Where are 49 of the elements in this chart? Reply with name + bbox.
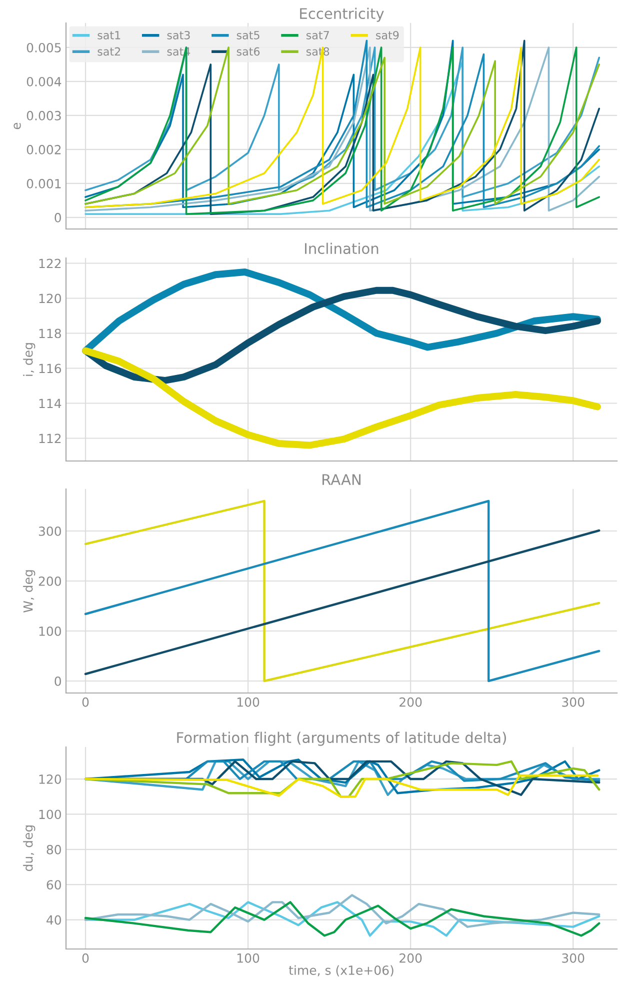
x-axis-title: time, s (x1e+06) <box>288 965 394 976</box>
chart-title: Formation flight (arguments of latitude delta) <box>177 732 506 746</box>
y-tick-label: 118 <box>39 328 61 338</box>
line-series <box>84 901 600 937</box>
x-tick-label: 0 <box>82 697 89 707</box>
x-tick-label: 200 <box>400 953 422 963</box>
y-tick-label: 100 <box>39 810 62 820</box>
y-tick-label: 0 <box>54 676 62 686</box>
legend-label: sat2 <box>98 47 120 56</box>
y-tick-label: 0.002 <box>26 144 61 154</box>
chart-title: Eccentricity <box>300 8 384 22</box>
y-tick-label: 112 <box>39 434 61 443</box>
y-tick-label: 100 <box>39 626 62 636</box>
y-tick-label: 0 <box>54 212 62 222</box>
y-tick-label: 40 <box>46 915 62 925</box>
y-tick-label: 120 <box>39 774 62 784</box>
y-axis-title: W, deg <box>23 570 36 613</box>
y-tick-label: 0.003 <box>26 110 61 120</box>
x-tick-label: 200 <box>400 697 422 707</box>
chart-title: Inclination <box>305 242 378 254</box>
legend-label: sat5 <box>236 31 260 40</box>
y-tick-label: 0.005 <box>26 42 61 52</box>
x-tick-label: 100 <box>237 697 260 707</box>
legend-label: sat6 <box>236 47 260 56</box>
line-series <box>84 774 599 798</box>
y-tick-label: 114 <box>39 398 62 408</box>
legend-label: sat9 <box>376 30 399 40</box>
y-axis-title: i, deg <box>23 343 36 376</box>
x-tick-label: 300 <box>562 697 584 707</box>
legend-label: sat7 <box>306 31 329 40</box>
legend-label: sat1 <box>98 31 120 40</box>
y-tick-label: 122 <box>39 258 61 268</box>
y-axis-title: e <box>14 122 21 130</box>
y-tick-label: 116 <box>39 364 62 374</box>
y-tick-label: 120 <box>39 294 62 304</box>
line-series <box>84 500 600 682</box>
y-tick-label: 80 <box>46 844 62 854</box>
y-tick-label: 300 <box>38 526 62 536</box>
y-tick-label: 0.004 <box>26 76 62 86</box>
y-axis-title: du, deg <box>23 825 36 871</box>
legend-label: sat3 <box>167 30 190 40</box>
y-tick-label: 200 <box>38 576 62 586</box>
line-series <box>84 894 600 928</box>
y-tick-label: 60 <box>46 880 62 890</box>
chart-title: RAAN <box>322 474 360 485</box>
x-tick-label: 100 <box>237 953 260 963</box>
y-tick-label: 0.001 <box>26 178 61 188</box>
x-tick-label: 0 <box>82 953 89 963</box>
x-tick-label: 300 <box>562 953 584 963</box>
